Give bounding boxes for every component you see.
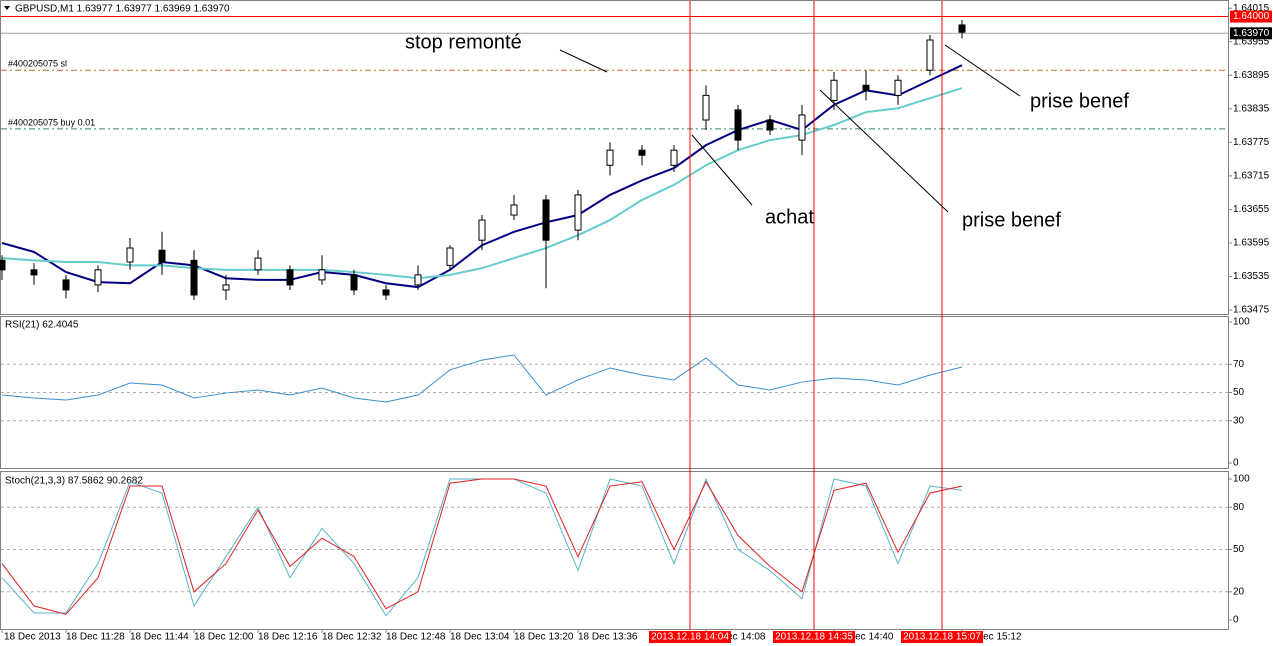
- price-label: 1.63970: [1233, 28, 1270, 39]
- candle-body: [414, 274, 422, 286]
- candle-body: [734, 109, 742, 141]
- arrow: [691, 134, 753, 206]
- annotation: achat: [765, 206, 814, 228]
- stoch-title: Stoch(21,3,3) 87.5862 90.2682: [5, 476, 143, 487]
- y-tick-label: 1.63595: [1233, 238, 1270, 249]
- y-tick-label: 80: [1233, 502, 1245, 513]
- candle-body: [958, 24, 966, 33]
- line: [1, 478, 963, 615]
- x-tick-label: 18 Dec 12:48: [386, 632, 446, 643]
- price-label-box: [1230, 10, 1272, 23]
- x-tick-label: 18 Dec 13:20: [514, 632, 574, 643]
- y-tick-label: 1.63895: [1233, 70, 1270, 81]
- candle-body: [254, 257, 262, 271]
- x-tick-label: 18 Dec 12:16: [258, 632, 318, 643]
- x-tick-label: 18 Dec 13:04: [450, 632, 510, 643]
- vertical-line-label-box: [773, 631, 855, 643]
- y-tick-label: 50: [1233, 544, 1245, 555]
- vertical-line-label: 2013.12.18 15:07: [903, 632, 981, 643]
- line: [1, 354, 963, 403]
- annotation: prise benef: [962, 209, 1061, 231]
- vertical-line-label-box: [901, 631, 983, 643]
- candle-body: [510, 204, 518, 216]
- candle-body: [926, 39, 934, 71]
- stoch-pane: [0, 471, 1229, 630]
- x-tick-label: 18 Dec 11:28: [66, 632, 125, 643]
- candle-body: [0, 259, 6, 271]
- y-tick-label: 1.63775: [1233, 137, 1270, 148]
- candle-body: [94, 269, 102, 286]
- candle-body: [158, 249, 166, 263]
- candle-body: [190, 259, 198, 296]
- annotation-arrows: [559, 44, 1021, 213]
- x-tick-label: 18 Dec 2013: [4, 632, 61, 643]
- arrow: [944, 44, 1021, 97]
- annotation: prise benef: [1030, 90, 1129, 112]
- price-pane: [0, 0, 1229, 315]
- y-tick-label: 100: [1233, 474, 1250, 485]
- y-tick-label: 100: [1233, 317, 1250, 328]
- level-label: #400205075 sl: [8, 59, 67, 69]
- annotation: stop remonté: [405, 31, 522, 53]
- y-tick-label: 70: [1233, 359, 1245, 370]
- candle-body: [862, 84, 870, 91]
- y-tick-label: 1.63835: [1233, 103, 1270, 114]
- y-tick-label: 0: [1233, 458, 1239, 469]
- x-tick-label: 18 Dec 12:32: [322, 632, 382, 643]
- x-tick-label: 18 Dec 11:44: [130, 632, 189, 643]
- y-tick-label: 20: [1233, 586, 1245, 597]
- level-label: #400205075 buy 0.01: [8, 117, 95, 127]
- vertical-line-label: 2013.12.18 14:04: [651, 632, 729, 643]
- candle-body: [638, 149, 646, 156]
- x-tick-label: 18 Dec 15:12: [962, 632, 1022, 643]
- candle-body: [222, 284, 230, 291]
- y-tick-label: 1.63535: [1233, 271, 1270, 282]
- candle-body: [126, 247, 134, 263]
- candle-body: [670, 149, 678, 166]
- vertical-line-label-box: [649, 631, 731, 643]
- candle-body: [606, 149, 614, 166]
- candle-body: [286, 269, 294, 286]
- x-tick-label: 18 Dec 14:08: [706, 632, 766, 643]
- arrow: [819, 89, 949, 213]
- candle-body: [830, 79, 838, 101]
- candle-body: [30, 269, 38, 276]
- y-tick-label: 1.63655: [1233, 204, 1270, 215]
- x-tick-label: 18 Dec 12:00: [194, 632, 254, 643]
- candle-body: [574, 194, 582, 231]
- candle-body: [702, 94, 710, 121]
- vertical-line-label: 2013.12.18 14:35: [775, 632, 853, 643]
- price-label: 1.64000: [1233, 11, 1270, 22]
- rsi-title: RSI(21) 62.4045: [5, 320, 79, 331]
- candle-body: [542, 199, 550, 241]
- candle-body: [318, 269, 326, 281]
- y-tick-label: 30: [1233, 415, 1245, 426]
- candle-body: [798, 114, 806, 141]
- pane-frames: [0, 0, 1229, 630]
- y-tick-label: 1.63715: [1233, 171, 1270, 182]
- x-tick-label: 18 Dec 14:40: [834, 632, 894, 643]
- price-title: GBPUSD,M1 1.63977 1.63977 1.63969 1.6397…: [15, 4, 230, 15]
- arrow: [559, 49, 608, 73]
- candle-body: [382, 289, 390, 296]
- candle-body: [350, 274, 358, 291]
- y-tick-label: 50: [1233, 387, 1245, 398]
- candle-body: [478, 219, 486, 241]
- candle-body: [766, 119, 774, 131]
- y-tick-label: 1.63955: [1233, 36, 1270, 47]
- price-label-box: [1230, 27, 1272, 40]
- x-tick-label: 18 Dec 13:36: [578, 632, 638, 643]
- y-tick-label: 1.63475: [1233, 305, 1270, 316]
- y-tick-label: 0: [1233, 615, 1239, 626]
- candle-body: [446, 247, 454, 266]
- candle-body: [62, 279, 70, 291]
- candle-body: [894, 79, 902, 96]
- menu-triangle: [4, 6, 10, 10]
- y-tick-label: 1.64015: [1233, 3, 1270, 14]
